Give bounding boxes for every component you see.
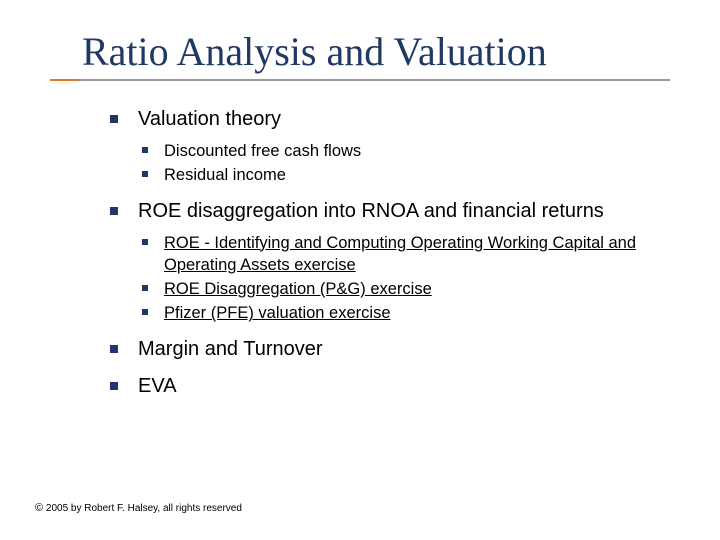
slide: Ratio Analysis and Valuation Valuation t…	[0, 0, 720, 540]
list-item: Valuation theory Discounted free cash fl…	[110, 107, 680, 187]
list-item: ROE Disaggregation (P&G) exercise	[142, 278, 680, 300]
list-item: ROE - Identifying and Computing Operatin…	[142, 232, 680, 277]
slide-title: Ratio Analysis and Valuation	[82, 28, 720, 75]
list-item-text: Margin and Turnover	[138, 338, 323, 360]
list-item-text: Residual income	[164, 166, 286, 184]
bullet-list-level2: ROE - Identifying and Computing Operatin…	[142, 232, 680, 325]
content-area: Valuation theory Discounted free cash fl…	[110, 107, 680, 399]
list-item-text: EVA	[138, 375, 177, 397]
list-item: Discounted free cash flows	[142, 140, 680, 162]
bullet-list-level1: Valuation theory Discounted free cash fl…	[110, 107, 680, 399]
underline-accent	[50, 79, 78, 81]
footer-text: 2005 by Robert F. Halsey, all rights res…	[43, 503, 242, 514]
bullet-list-level2: Discounted free cash flows Residual inco…	[142, 140, 680, 187]
footer-copyright: © 2005 by Robert F. Halsey, all rights r…	[35, 502, 242, 514]
list-item-text: Discounted free cash flows	[164, 142, 361, 160]
title-underline	[50, 79, 670, 81]
copyright-symbol: ©	[35, 502, 43, 514]
exercise-link[interactable]: ROE - Identifying and Computing Operatin…	[164, 234, 636, 274]
list-item: Margin and Turnover	[110, 337, 680, 362]
list-item: ROE disaggregation into RNOA and financi…	[110, 199, 680, 325]
list-item-text: Valuation theory	[138, 108, 281, 130]
list-item: EVA	[110, 374, 680, 399]
list-item: Pfizer (PFE) valuation exercise	[142, 302, 680, 324]
title-wrap: Ratio Analysis and Valuation	[82, 28, 720, 75]
exercise-link[interactable]: Pfizer (PFE) valuation exercise	[164, 304, 391, 322]
list-item: Residual income	[142, 164, 680, 186]
exercise-link[interactable]: ROE Disaggregation (P&G) exercise	[164, 280, 432, 298]
list-item-text: ROE disaggregation into RNOA and financi…	[138, 200, 604, 222]
underline-main	[78, 79, 670, 81]
